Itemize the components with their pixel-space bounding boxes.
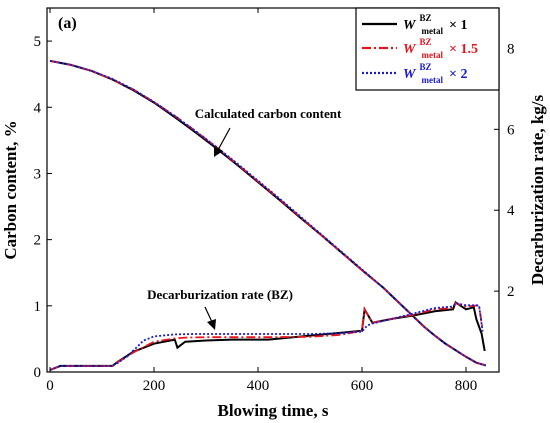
legend-label-1: W BZ metal × 1 — [403, 8, 467, 38]
plot-frame — [46, 7, 500, 373]
legend-label-1-main: W — [403, 18, 417, 33]
legend-label-3-mult: × 2 — [449, 67, 467, 82]
y-left-axis-title: Carbon content, % — [1, 120, 20, 259]
legend-label-3-main: W — [403, 67, 417, 82]
legend-entry-3: W BZ metal × 2 — [362, 57, 467, 87]
x-tick-label: 0 — [46, 378, 54, 394]
legend-entry-2: W BZ metal × 1.5 — [362, 32, 478, 62]
x-tick-label: 200 — [143, 378, 166, 394]
y-right-tick-label: 2 — [507, 284, 515, 300]
x-axis-title: Blowing time, s — [218, 401, 329, 420]
y-left-tick-label: 0 — [34, 365, 42, 381]
annotation-rate-arrow — [204, 306, 213, 323]
series-carbon-line-3 — [49, 60, 487, 367]
y-left-tick-label: 3 — [34, 166, 42, 182]
y-left-tick-label: 5 — [34, 34, 42, 50]
series-layer — [49, 59, 487, 371]
legend-label-3-sup: BZ — [419, 62, 431, 72]
y-right-tick-label: 6 — [507, 122, 515, 138]
y-right-axis-title: Decarburization rate, kg/s — [528, 94, 547, 285]
x-tick-label: 400 — [247, 378, 270, 394]
y-right-tick-label: 8 — [507, 41, 515, 57]
annotation-carbon: Calculated carbon content — [195, 106, 342, 121]
panel-label: (a) — [58, 15, 77, 32]
legend: W BZ metal × 1 W BZ metal × 1.5 W BZ met… — [355, 7, 500, 91]
legend-label-3-sub: metal — [421, 75, 443, 85]
legend-label-1-sup: BZ — [419, 13, 431, 23]
y-left-tick-label: 2 — [34, 233, 42, 249]
y-left-tick-label: 4 — [34, 100, 42, 116]
ticks-layer: 0 200 400 600 800 0 1 2 3 4 5 2 4 6 8 — [34, 8, 515, 394]
x-tick-label: 600 — [351, 378, 374, 394]
legend-label-2-sup: BZ — [419, 37, 431, 47]
y-left-tick-label: 1 — [34, 299, 42, 315]
annotation-rate: Decarburization rate (BZ) — [147, 287, 293, 302]
legend-label-3: W BZ metal × 2 — [403, 57, 467, 87]
annotation-rate-arrowhead — [207, 319, 216, 330]
legend-label-2-main: W — [403, 42, 417, 57]
legend-label-2: W BZ metal × 1.5 — [403, 32, 478, 62]
y-right-tick-label: 4 — [507, 203, 515, 219]
legend-label-2-sub: metal — [421, 50, 443, 60]
x-tick-label: 800 — [455, 378, 478, 394]
annotation-carbon-arrow — [217, 127, 231, 151]
series-rate-line-2 — [49, 302, 484, 371]
legend-entry-1: W BZ metal × 1 — [362, 8, 467, 38]
legend-label-1-mult: × 1 — [449, 18, 467, 33]
series-rate-line-1 — [49, 300, 486, 371]
annotation-carbon-arrowhead — [214, 146, 223, 157]
legend-label-1-sub: metal — [421, 26, 443, 36]
legend-label-2-mult: × 1.5 — [449, 42, 478, 57]
